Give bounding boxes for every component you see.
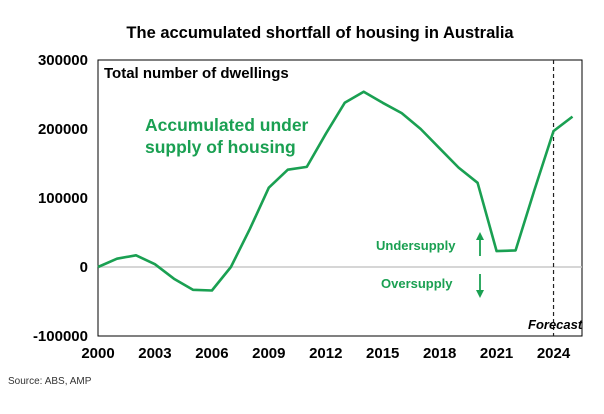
y-tick-label: -100000	[33, 328, 88, 345]
x-tick-label: 2009	[252, 345, 285, 362]
annotation-under-line1: Accumulated under	[145, 115, 309, 135]
plot-area	[97, 59, 583, 337]
x-tick-label: 2018	[423, 345, 456, 362]
x-tick-label: 2000	[81, 345, 114, 362]
oversupply-arrow	[476, 274, 484, 298]
source-note: Source: ABS, AMP	[8, 376, 92, 387]
y-tick-labels: 300000 200000 100000 0 -100000	[33, 52, 88, 345]
chart-title: The accumulated shortfall of housing in …	[126, 24, 514, 42]
y-tick-label: 100000	[38, 190, 88, 207]
x-tick-label: 2024	[537, 345, 571, 362]
x-tick-label: 2021	[480, 345, 513, 362]
annotation-under-line2: supply of housing	[145, 137, 296, 157]
x-tick-label: 2015	[366, 345, 399, 362]
x-tick-label: 2003	[138, 345, 171, 362]
forecast-label: Forecast	[528, 317, 583, 332]
y-tick-label: 0	[80, 259, 88, 276]
series-line	[97, 90, 574, 292]
x-tick-label: 2012	[309, 345, 342, 362]
y-tick-label: 200000	[38, 121, 88, 138]
undersupply-arrow	[476, 232, 484, 256]
x-tick-label: 2006	[195, 345, 228, 362]
y-tick-label: 300000	[38, 52, 88, 69]
annotation-undersupply: Undersupply	[376, 238, 456, 253]
annotation-oversupply: Oversupply	[381, 276, 453, 291]
x-tick-labels: 2000 2003 2006 2009 2012 2015 2018 2021 2024	[81, 345, 571, 362]
chart-subtitle: Total number of dwellings	[104, 65, 289, 82]
